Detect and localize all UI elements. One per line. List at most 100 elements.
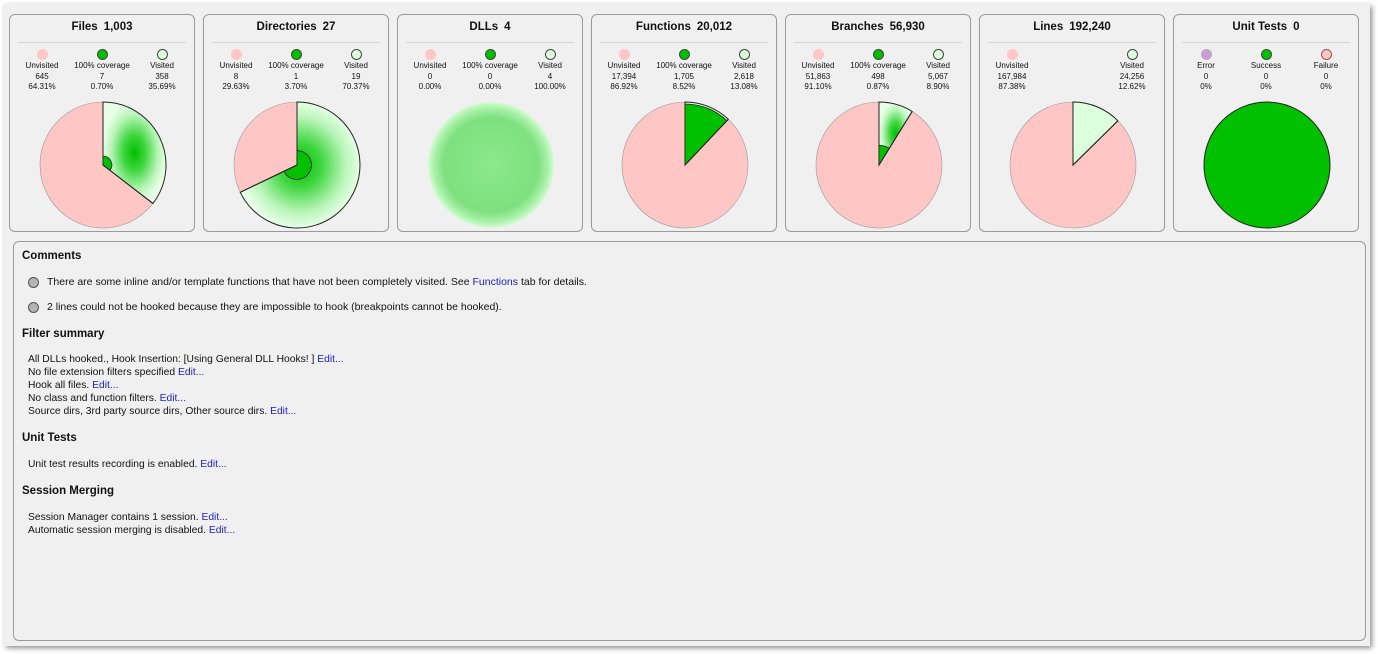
functions-tab-link[interactable]: Functions: [472, 276, 519, 288]
edit-link[interactable]: Edit...: [208, 525, 236, 536]
files-card: Files 1,003 Unvisited 645 64.31% 100% cover…: [9, 14, 195, 232]
legend-percent: 12.62%: [1118, 82, 1146, 91]
legend-count: 7: [99, 71, 105, 81]
legend-full-coverage: 100% coverage 7 0.70%: [72, 49, 132, 93]
session-line: Automatic session merging is disabled. E…: [28, 525, 235, 536]
legend-label: Visited: [344, 61, 368, 70]
full-coverage-dot-icon: [484, 49, 496, 60]
edit-link[interactable]: Edit...: [201, 512, 228, 523]
filter-line: Source dirs, 3rd party source dirs, Othe…: [28, 406, 296, 417]
edit-link[interactable]: Edit...: [270, 406, 297, 417]
edit-link[interactable]: Edit...: [159, 393, 186, 404]
branches-pie-chart[interactable]: [815, 101, 943, 229]
unit-tests-pie-chart[interactable]: [1203, 101, 1331, 229]
functions-card: Functions 20,012 Unvisited 17,394 86.92% 10…: [591, 14, 777, 232]
card-title: Lines 192,240: [980, 21, 1164, 33]
card-title: DLLs 4: [398, 21, 582, 33]
legend-unvisited: Unvisited 645 64.31%: [12, 49, 72, 93]
legend-percent: 64.31%: [28, 82, 56, 91]
edit-link[interactable]: Edit...: [177, 367, 205, 378]
legend-label: Visited: [1120, 61, 1144, 70]
pie-slice-unvisited: [39, 101, 154, 229]
visited-dot-icon: [544, 49, 556, 60]
card-count: 192,240: [1069, 21, 1111, 33]
card-title: Files 1,003: [10, 21, 194, 33]
legend-label: Unvisited: [801, 61, 835, 70]
legend-percent: 35.69%: [148, 82, 176, 91]
legend-visited: Visited 5,067 8.90%: [908, 49, 968, 93]
card-title-label: Branches: [831, 21, 884, 33]
legend-full-coverage: 100% coverage 498 0.87%: [848, 49, 908, 93]
visited-dot-icon: [156, 49, 168, 60]
session-merging-heading: Session Merging: [22, 485, 115, 497]
legend-label: Unvisited: [25, 61, 59, 70]
filter-line-text: No class and function filters.: [28, 393, 157, 404]
legend-percent: 0.70%: [90, 82, 114, 91]
visited-dot-icon: [932, 49, 944, 60]
comment-item: There are some inline and/or template fu…: [28, 276, 587, 288]
edit-link[interactable]: Edit...: [317, 354, 344, 365]
card-title: Branches 56,930: [786, 21, 970, 33]
session-line: Session Manager contains 1 session. Edit…: [28, 512, 228, 523]
legend-count: 358: [155, 71, 169, 81]
card-count: 4: [504, 21, 511, 33]
legend-percent: 0.87%: [866, 82, 890, 91]
legend-count: 0: [487, 71, 493, 81]
details-panel: Comments There are some inline and/or te…: [13, 241, 1366, 641]
lines-pie-chart[interactable]: [1009, 101, 1137, 229]
legend-label: Visited: [150, 61, 174, 70]
legend-count: 167,984: [997, 71, 1027, 81]
legend-failure: Failure 0 0%: [1296, 49, 1356, 93]
legend-count: 2,618: [733, 71, 755, 81]
legend-count: 498: [871, 71, 885, 81]
legend-percent: 87.38%: [998, 82, 1026, 91]
legend-visited: Visited 24,256 12.62%: [1102, 49, 1162, 93]
legend-label: Visited: [538, 61, 562, 70]
failure-dot-icon: [1320, 49, 1332, 60]
legend-error: Error 0 0%: [1176, 49, 1236, 93]
pie-slice-visited: [428, 102, 554, 228]
legend-percent: 13.08%: [730, 82, 758, 91]
legend-label: Unvisited: [607, 61, 641, 70]
lines-card: Lines 192,240 Unvisited 167,984 87.38% Visi…: [979, 14, 1165, 232]
info-bullet-icon: [28, 301, 39, 313]
legend-full-coverage: 100% coverage 0 0.00%: [460, 49, 520, 93]
files-pie-chart[interactable]: [39, 101, 167, 229]
divider: [212, 42, 380, 43]
legend-label: 100% coverage: [462, 61, 518, 70]
unit-tests-card: Unit Tests 0 Error 0 0% Success 0 0% Failure 0…: [1173, 14, 1359, 232]
legend-unvisited: Unvisited 167,984 87.38%: [982, 49, 1042, 93]
legend-visited: Visited 19 70.37%: [326, 49, 386, 93]
unit-tests-heading: Unit Tests: [22, 432, 77, 444]
legend-label: 100% coverage: [268, 61, 324, 70]
directories-card: Directories 27 Unvisited 8 29.63% 100% cove…: [203, 14, 389, 232]
card-title-label: Files: [71, 21, 98, 33]
filter-line: No file extension filters specified Edit…: [28, 367, 204, 378]
visited-dot-icon: [738, 49, 750, 60]
pie-slice-full-coverage: [283, 150, 312, 180]
full-coverage-dot-icon: [872, 49, 884, 60]
legend-unvisited: Unvisited 17,394 86.92%: [594, 49, 654, 93]
legend-percent: 0%: [1320, 82, 1332, 91]
functions-pie-chart[interactable]: [621, 101, 749, 229]
divider: [406, 42, 574, 43]
legend-percent: 8.90%: [926, 82, 950, 91]
legend-percent: 3.70%: [284, 82, 308, 91]
visited-dot-icon: [1126, 49, 1138, 60]
card-count: 20,012: [696, 21, 733, 33]
legend-count: 24,256: [1119, 71, 1145, 81]
comment-text-part: tab for details.: [518, 276, 587, 288]
info-bullet-icon: [28, 276, 39, 288]
legend-percent: 8.52%: [672, 82, 696, 91]
legend-percent: 0.00%: [478, 82, 502, 91]
session-line-text: Automatic session merging is disabled.: [28, 525, 206, 536]
card-title-label: Functions: [635, 21, 691, 33]
dlls-pie-chart[interactable]: [427, 101, 555, 229]
directories-pie-chart[interactable]: [233, 101, 361, 229]
full-coverage-dot-icon: [290, 49, 302, 60]
unvisited-dot-icon: [812, 49, 824, 60]
edit-link[interactable]: Edit...: [92, 380, 119, 391]
filter-line-text: Hook all files.: [28, 380, 90, 391]
edit-link[interactable]: Edit...: [200, 459, 227, 470]
legend-label: 100% coverage: [850, 61, 906, 70]
